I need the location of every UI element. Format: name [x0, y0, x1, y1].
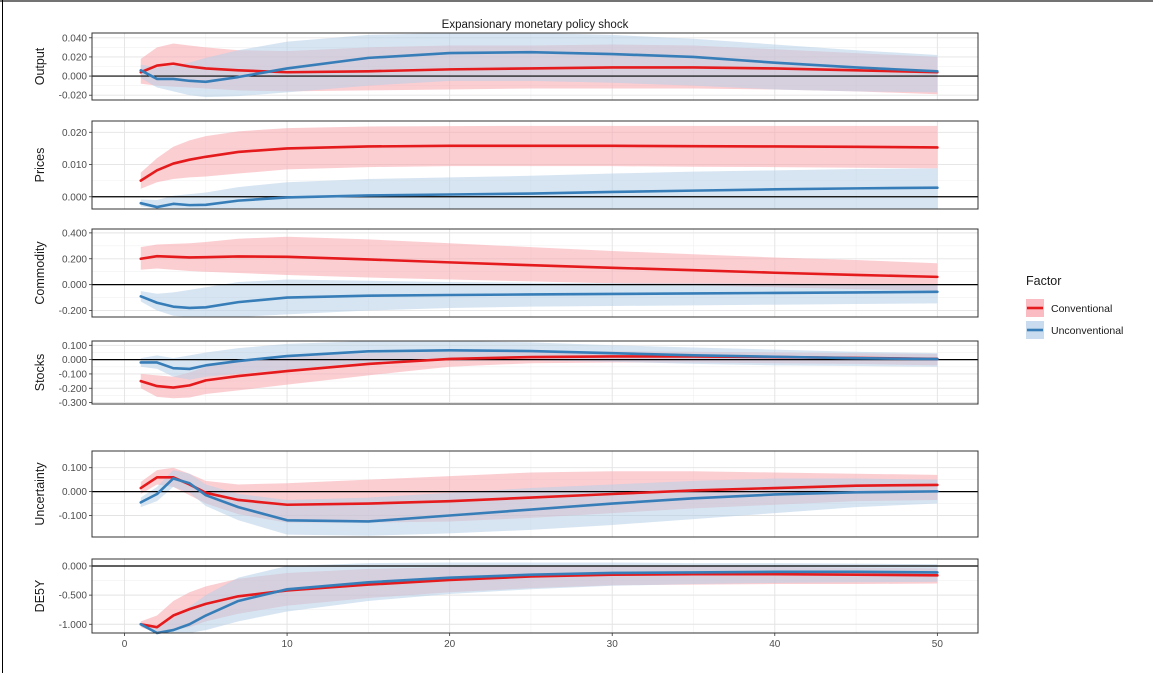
- panel-output-y-tick-label: 0.020: [62, 52, 87, 63]
- panel-de5y-line-conventional: [139, 572, 939, 629]
- panel-stocks-line-unconventional: [139, 349, 939, 371]
- x-tick-label: 30: [607, 639, 619, 650]
- panel-prices-border: [91, 120, 979, 210]
- x-tick-label: 40: [769, 639, 781, 650]
- panel-de5y-border: [91, 558, 979, 634]
- panel-stocks-y-tick-label: -0.100: [59, 369, 88, 380]
- panel-prices-band-conventional: [140, 125, 938, 189]
- panel-uncertainty-band-unconventional: [140, 470, 938, 536]
- top-clipped-edge: [0, 0, 1153, 2]
- panel-output-label: Output: [33, 47, 47, 85]
- panel-commodity-band-unconventional: [140, 279, 938, 317]
- panel-commodity-line-unconventional: [139, 290, 939, 310]
- panel-de5y-band-unconventional: [140, 562, 938, 633]
- panel-commodity-band-conventional: [140, 236, 938, 291]
- panel-prices-label: Prices: [33, 148, 47, 183]
- panel-stocks-border: [91, 340, 979, 405]
- legend-label-conventional: Conventional: [1051, 303, 1112, 315]
- x-tick-label: 50: [932, 639, 944, 650]
- x-tick-label: 20: [444, 639, 456, 650]
- panel-uncertainty-y-tick-label: 0.100: [62, 463, 87, 474]
- panel-commodity-y-tick-label: 0.200: [62, 254, 87, 265]
- x-tick-label: 10: [282, 639, 294, 650]
- chart-title: Expansionary monetary policy shock: [442, 19, 629, 31]
- panel-prices-y-tick-label: 0.000: [62, 192, 87, 203]
- panel-uncertainty-line-unconventional: [139, 477, 939, 523]
- panel-output-y-tick-label: 0.000: [62, 72, 87, 83]
- panel-de5y-line-unconventional: [139, 570, 939, 635]
- panel-commodity-y-tick-label: 0.400: [62, 228, 87, 239]
- panel-prices-y-tick-label: 0.010: [62, 160, 87, 171]
- panel-uncertainty-y-tick-label: 0.000: [62, 487, 87, 498]
- panel-de5y-y-tick-label: -0.500: [59, 591, 88, 602]
- panel-stocks-band-unconventional: [140, 341, 938, 380]
- panel-output-band-unconventional: [140, 33, 938, 98]
- panel-prices-line-conventional: [139, 144, 939, 182]
- panel-output-border: [91, 32, 979, 101]
- panel-output-line-conventional: [139, 62, 939, 74]
- panel-stocks-y-tick-label: 0.100: [62, 341, 87, 352]
- panel-uncertainty-y-tick-label: -0.100: [59, 511, 88, 522]
- panel-commodity-y-tick-label: 0.000: [62, 280, 87, 291]
- panel-uncertainty-label: Uncertainty: [33, 462, 47, 526]
- panel-output-y-tick-label: 0.040: [62, 33, 87, 44]
- panel-prices-y-tick-label: 0.020: [62, 128, 87, 139]
- panel-output-line-unconventional: [139, 50, 939, 84]
- panel-stocks-y-tick-label: -0.200: [59, 384, 88, 395]
- panel-stocks-y-tick-label: -0.300: [59, 398, 88, 409]
- left-page-rule: [2, 0, 3, 673]
- panel-de5y-y-tick-label: 0.000: [62, 561, 87, 572]
- panel-output-y-tick-label: -0.020: [59, 91, 88, 102]
- panel-de5y-y-tick-label: -1.000: [59, 620, 88, 631]
- panel-prices-line-unconventional: [139, 186, 939, 209]
- legend-label-unconventional: Unconventional: [1051, 325, 1123, 337]
- panel-stocks-y-tick-label: 0.000: [62, 355, 87, 366]
- legend-title: Factor: [1026, 274, 1061, 288]
- panel-commodity-label: Commodity: [33, 241, 47, 305]
- panel-prices-band-unconventional: [140, 168, 938, 209]
- panel-commodity-y-tick-label: -0.200: [59, 306, 88, 317]
- panel-commodity-line-conventional: [139, 254, 939, 279]
- panel-commodity-border: [91, 228, 979, 318]
- panel-de5y-label: DE5Y: [33, 579, 47, 612]
- x-tick-label: 0: [122, 639, 128, 650]
- panel-uncertainty-border: [91, 450, 979, 538]
- panel-stocks-label: Stocks: [33, 354, 47, 392]
